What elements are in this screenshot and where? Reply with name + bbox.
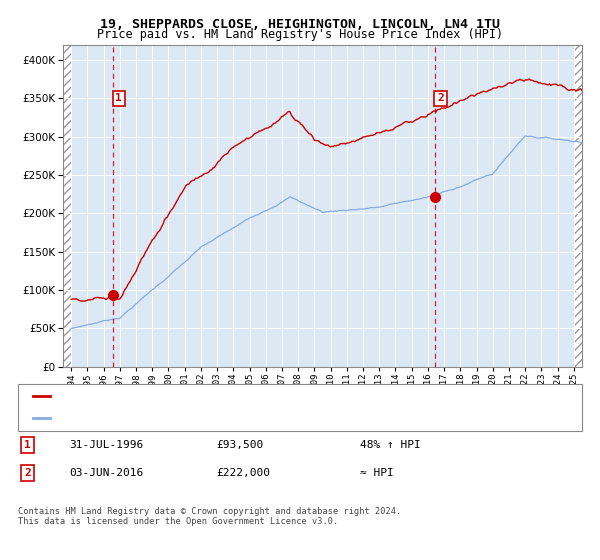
Text: Price paid vs. HM Land Registry's House Price Index (HPI): Price paid vs. HM Land Registry's House … xyxy=(97,28,503,41)
Text: HPI: Average price, detached house, North Kesteven: HPI: Average price, detached house, Nort… xyxy=(54,413,348,423)
Text: 1: 1 xyxy=(115,94,122,104)
Text: 2: 2 xyxy=(437,94,444,104)
Text: Contains HM Land Registry data © Crown copyright and database right 2024.
This d: Contains HM Land Registry data © Crown c… xyxy=(18,507,401,526)
Text: 48% ↑ HPI: 48% ↑ HPI xyxy=(360,440,421,450)
Bar xyxy=(575,45,582,367)
Text: 19, SHEPPARDS CLOSE, HEIGHINGTON, LINCOLN, LN4 1TU: 19, SHEPPARDS CLOSE, HEIGHINGTON, LINCOL… xyxy=(100,18,500,31)
Bar xyxy=(63,45,71,367)
Text: 19, SHEPPARDS CLOSE, HEIGHINGTON, LINCOLN, LN4 1TU (detached house): 19, SHEPPARDS CLOSE, HEIGHINGTON, LINCOL… xyxy=(54,391,448,401)
Text: £93,500: £93,500 xyxy=(216,440,263,450)
Text: £222,000: £222,000 xyxy=(216,468,270,478)
Text: 03-JUN-2016: 03-JUN-2016 xyxy=(69,468,143,478)
Text: ≈ HPI: ≈ HPI xyxy=(360,468,394,478)
Text: 2: 2 xyxy=(24,468,31,478)
Text: 31-JUL-1996: 31-JUL-1996 xyxy=(69,440,143,450)
Text: 1: 1 xyxy=(24,440,31,450)
